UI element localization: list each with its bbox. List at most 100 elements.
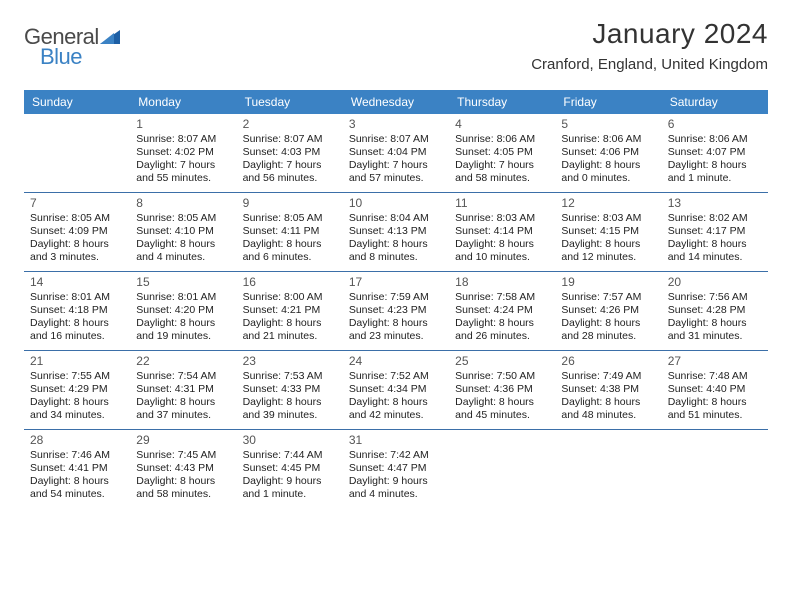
daylight1-text: Daylight: 8 hours: [243, 317, 337, 330]
daylight1-text: Daylight: 8 hours: [455, 396, 549, 409]
day-number: 10: [349, 196, 443, 210]
day-number: 11: [455, 196, 549, 210]
day-cell: 11Sunrise: 8:03 AMSunset: 4:14 PMDayligh…: [449, 193, 555, 271]
daylight1-text: Daylight: 8 hours: [30, 238, 124, 251]
day-cell: 18Sunrise: 7:58 AMSunset: 4:24 PMDayligh…: [449, 272, 555, 350]
day-number: 8: [136, 196, 230, 210]
sunrise-text: Sunrise: 8:05 AM: [243, 212, 337, 225]
day-number: 19: [561, 275, 655, 289]
sunset-text: Sunset: 4:07 PM: [668, 146, 762, 159]
sunrise-text: Sunrise: 8:07 AM: [243, 133, 337, 146]
weekday-header: Monday: [130, 90, 236, 114]
sunset-text: Sunset: 4:28 PM: [668, 304, 762, 317]
daylight2-text: and 54 minutes.: [30, 488, 124, 501]
day-cell: [24, 114, 130, 192]
sunrise-text: Sunrise: 7:56 AM: [668, 291, 762, 304]
daylight2-text: and 19 minutes.: [136, 330, 230, 343]
daylight2-text: and 16 minutes.: [30, 330, 124, 343]
daylight2-text: and 0 minutes.: [561, 172, 655, 185]
daylight2-text: and 26 minutes.: [455, 330, 549, 343]
day-number: 9: [243, 196, 337, 210]
day-cell: 12Sunrise: 8:03 AMSunset: 4:15 PMDayligh…: [555, 193, 661, 271]
sunset-text: Sunset: 4:17 PM: [668, 225, 762, 238]
sunrise-text: Sunrise: 7:54 AM: [136, 370, 230, 383]
day-number: 23: [243, 354, 337, 368]
day-cell: 5Sunrise: 8:06 AMSunset: 4:06 PMDaylight…: [555, 114, 661, 192]
sunset-text: Sunset: 4:34 PM: [349, 383, 443, 396]
sunset-text: Sunset: 4:05 PM: [455, 146, 549, 159]
weekday-header: Wednesday: [343, 90, 449, 114]
sunset-text: Sunset: 4:04 PM: [349, 146, 443, 159]
sunset-text: Sunset: 4:45 PM: [243, 462, 337, 475]
day-number: 12: [561, 196, 655, 210]
daylight2-text: and 10 minutes.: [455, 251, 549, 264]
day-cell: 21Sunrise: 7:55 AMSunset: 4:29 PMDayligh…: [24, 351, 130, 429]
daylight2-text: and 58 minutes.: [136, 488, 230, 501]
sunset-text: Sunset: 4:24 PM: [455, 304, 549, 317]
day-number: 18: [455, 275, 549, 289]
daylight1-text: Daylight: 9 hours: [349, 475, 443, 488]
header: General Blue January 2024 Cranford, Engl…: [24, 18, 768, 76]
daylight1-text: Daylight: 8 hours: [349, 238, 443, 251]
day-number: 1: [136, 117, 230, 131]
sunrise-text: Sunrise: 8:04 AM: [349, 212, 443, 225]
day-cell: 28Sunrise: 7:46 AMSunset: 4:41 PMDayligh…: [24, 430, 130, 508]
day-number: 27: [668, 354, 762, 368]
sunrise-text: Sunrise: 7:55 AM: [30, 370, 124, 383]
sunrise-text: Sunrise: 8:05 AM: [136, 212, 230, 225]
sunrise-text: Sunrise: 8:06 AM: [668, 133, 762, 146]
sunset-text: Sunset: 4:18 PM: [30, 304, 124, 317]
title-block: January 2024 Cranford, England, United K…: [531, 18, 768, 73]
sunrise-text: Sunrise: 8:01 AM: [30, 291, 124, 304]
daylight1-text: Daylight: 7 hours: [455, 159, 549, 172]
sunset-text: Sunset: 4:13 PM: [349, 225, 443, 238]
daylight1-text: Daylight: 8 hours: [668, 396, 762, 409]
day-cell: 6Sunrise: 8:06 AMSunset: 4:07 PMDaylight…: [662, 114, 768, 192]
day-cell: 1Sunrise: 8:07 AMSunset: 4:02 PMDaylight…: [130, 114, 236, 192]
sunset-text: Sunset: 4:02 PM: [136, 146, 230, 159]
day-number: 24: [349, 354, 443, 368]
daylight1-text: Daylight: 8 hours: [136, 475, 230, 488]
sunrise-text: Sunrise: 7:59 AM: [349, 291, 443, 304]
day-number: 15: [136, 275, 230, 289]
sunset-text: Sunset: 4:29 PM: [30, 383, 124, 396]
week-row: 1 Sunrise: 8:07 AM Sunset: 4:02 PM Daylight…: [24, 114, 768, 193]
sunset-text: Sunset: 4:36 PM: [455, 383, 549, 396]
daylight1-text: Daylight: 8 hours: [136, 317, 230, 330]
brand-text: General Blue: [24, 24, 120, 76]
sunrise-text: Sunrise: 7:45 AM: [136, 449, 230, 462]
day-cell: 31Sunrise: 7:42 AMSunset: 4:47 PMDayligh…: [343, 430, 449, 508]
sunset-text: Sunset: 4:31 PM: [136, 383, 230, 396]
sunrise-text: Sunrise: 8:02 AM: [668, 212, 762, 225]
sunrise-text: Sunrise: 7:49 AM: [561, 370, 655, 383]
sunrise-text: Sunrise: 7:53 AM: [243, 370, 337, 383]
daylight2-text: and 23 minutes.: [349, 330, 443, 343]
daylight1-text: Daylight: 8 hours: [136, 396, 230, 409]
day-cell: 16Sunrise: 8:00 AMSunset: 4:21 PMDayligh…: [237, 272, 343, 350]
sunset-text: Sunset: 4:26 PM: [561, 304, 655, 317]
sunrise-text: Sunrise: 7:46 AM: [30, 449, 124, 462]
daylight2-text: and 8 minutes.: [349, 251, 443, 264]
logo-triangle-icon: [100, 28, 120, 49]
day-cell: 20Sunrise: 7:56 AMSunset: 4:28 PMDayligh…: [662, 272, 768, 350]
day-cell: 24Sunrise: 7:52 AMSunset: 4:34 PMDayligh…: [343, 351, 449, 429]
day-number: 4: [455, 117, 549, 131]
day-number: 2: [243, 117, 337, 131]
day-cell: 27Sunrise: 7:48 AMSunset: 4:40 PMDayligh…: [662, 351, 768, 429]
weekday-header: Tuesday: [237, 90, 343, 114]
daylight2-text: and 28 minutes.: [561, 330, 655, 343]
page: General Blue January 2024 Cranford, Engl…: [0, 0, 792, 508]
daylight1-text: Daylight: 7 hours: [349, 159, 443, 172]
sunset-text: Sunset: 4:14 PM: [455, 225, 549, 238]
sunset-text: Sunset: 4:06 PM: [561, 146, 655, 159]
sunrise-text: Sunrise: 8:07 AM: [349, 133, 443, 146]
day-number: 17: [349, 275, 443, 289]
daylight1-text: Daylight: 8 hours: [349, 317, 443, 330]
weekday-header-row: Sunday Monday Tuesday Wednesday Thursday…: [24, 90, 768, 114]
daylight2-text: and 1 minute.: [668, 172, 762, 185]
sunset-text: Sunset: 4:10 PM: [136, 225, 230, 238]
sunrise-text: Sunrise: 7:57 AM: [561, 291, 655, 304]
day-cell: 7Sunrise: 8:05 AMSunset: 4:09 PMDaylight…: [24, 193, 130, 271]
sunrise-text: Sunrise: 8:03 AM: [455, 212, 549, 225]
sunrise-text: Sunrise: 8:01 AM: [136, 291, 230, 304]
